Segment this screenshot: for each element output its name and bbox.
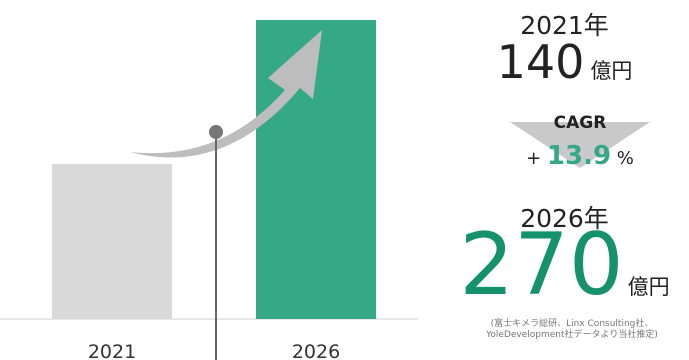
start-value-block: 140 億円	[440, 38, 689, 86]
cagr-rate: + 13.9 %	[500, 141, 660, 171]
end-value-block: 270 億円	[440, 222, 689, 308]
bar-2021	[52, 163, 172, 319]
tick-label-2021: 2021	[88, 341, 136, 360]
end-value-unit: 億円	[627, 275, 670, 299]
growth-arrow-icon	[130, 30, 322, 158]
bar-chart: 2021 2026	[0, 20, 418, 360]
source-note: (富士キメラ総研、Linx Consulting社、 YoleDevelopme…	[455, 319, 689, 342]
end-value: 270	[459, 215, 624, 315]
tick-label-2026: 2026	[292, 341, 340, 360]
cagr-down-arrow-icon	[510, 122, 650, 168]
pointer-dot	[209, 125, 223, 139]
cagr-value: 13.9	[546, 141, 612, 171]
start-year-label: 2021年	[520, 11, 609, 40]
end-year-label: 2026年	[520, 204, 609, 233]
source-note-line-2: YoleDevelopment社データより当社推定)	[486, 330, 658, 341]
cagr-prefix: +	[526, 148, 542, 169]
source-note-line-1: (富士キメラ総研、Linx Consulting社、	[490, 319, 654, 329]
cagr-unit: %	[616, 148, 634, 169]
start-value: 140	[496, 35, 585, 89]
cagr-label: CAGR	[553, 113, 607, 133]
start-value-unit: 億円	[590, 59, 633, 83]
